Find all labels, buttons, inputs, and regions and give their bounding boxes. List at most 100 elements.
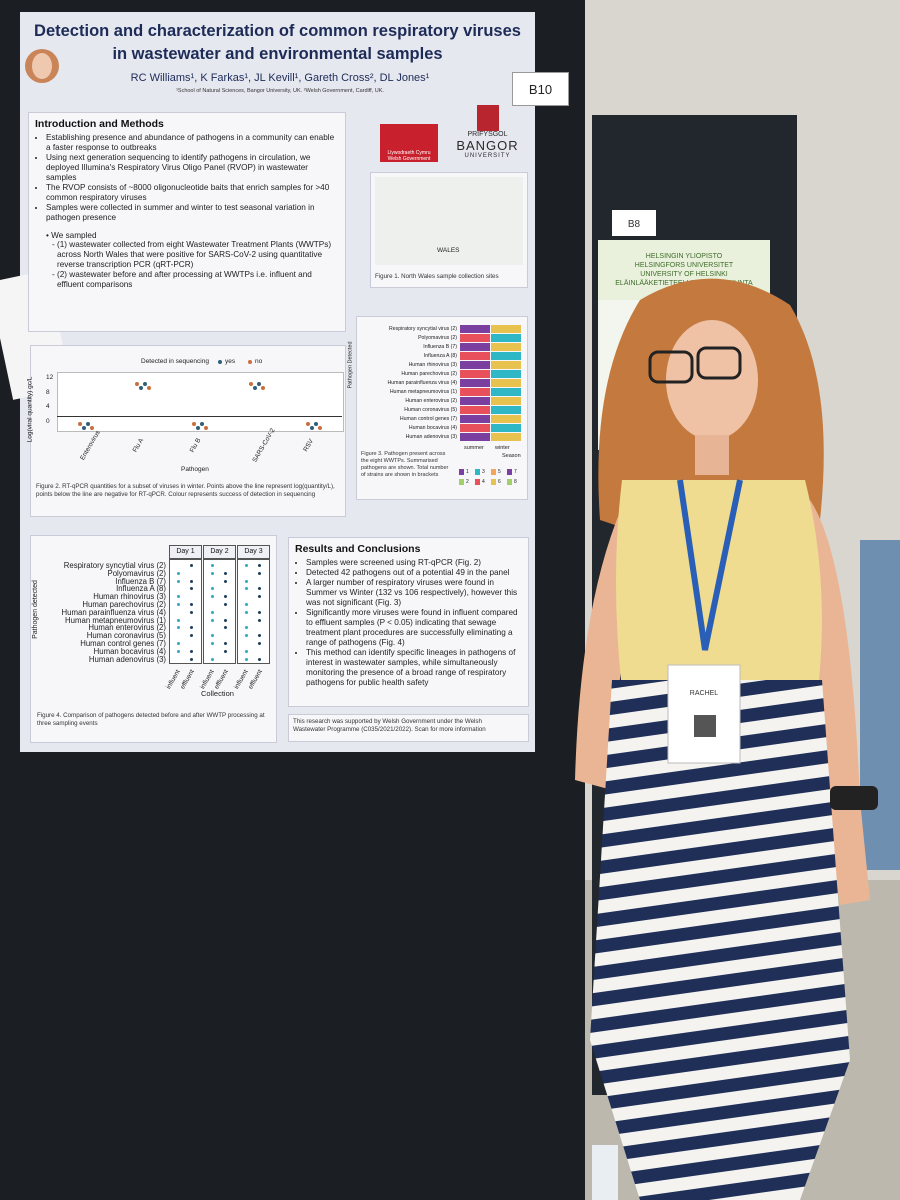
figure1: WALES Figure 1. North Wales sample colle… [370, 172, 528, 288]
fig3-legend-label: 6 [498, 479, 501, 485]
fig2-point [260, 386, 265, 390]
fig4-point [258, 657, 261, 661]
fig2-legend-item: yes [225, 358, 236, 365]
intro-bullet: Samples were collected in summer and win… [46, 203, 339, 223]
fig4-row-label: Influenza B (7) [115, 576, 166, 586]
fig3-cell [460, 370, 490, 378]
fig4-point [224, 603, 227, 606]
fig3-column: winter [495, 445, 510, 451]
fig4-point [258, 571, 261, 575]
fig3-cell [491, 379, 521, 387]
fig4-point [177, 618, 180, 622]
poster-affiliations: ¹School of Natural Sciences, Bangor Univ… [176, 88, 384, 94]
intro-bullet: Using next generation sequencing to iden… [46, 153, 339, 183]
other-poster-line: HELSINGIN YLIOPISTO [646, 253, 723, 260]
other-board-label: B8 [628, 219, 641, 230]
board-label: B10 [512, 72, 569, 106]
fig4-row-label: Human coronavirus (5) [86, 631, 166, 641]
fig2-threshold [57, 416, 342, 417]
fig4-row-label: Respiratory syncytial virus (2) [63, 561, 166, 570]
fig3-legend-label: 8 [514, 479, 517, 485]
fig3-legend-label: 3 [482, 469, 485, 475]
fig3-legend-swatch [491, 469, 496, 475]
fig2-point [191, 422, 196, 426]
fig4-point [177, 595, 180, 599]
fig3-cell [460, 343, 490, 351]
fig4-point [190, 649, 193, 653]
badge-name: RACHEL [690, 690, 719, 697]
intro-bullet: Establishing presence and abundance of p… [46, 133, 339, 153]
badge-qr [694, 715, 716, 737]
fig4-row-label: Human parainfluenza virus (4) [61, 607, 166, 617]
fig4-point [211, 610, 214, 614]
intro-sub-bullet: (1) wastewater collected from eight Wast… [57, 240, 339, 270]
fig4-row-label: Human adenovirus (3) [88, 654, 166, 664]
fig3-legend-swatch [491, 479, 496, 485]
fig4-point [258, 618, 261, 622]
fig4-point [190, 564, 193, 567]
results-bullet: Significantly more viruses were found in… [306, 608, 522, 648]
fig4-point [190, 657, 193, 661]
fig2-point [85, 422, 90, 426]
fig2-legend-dot [248, 360, 252, 364]
bangor-crest [476, 105, 499, 131]
welsh-gov-logo: Llywodraeth Cymru Welsh Government [380, 124, 438, 162]
fig3-cell [460, 352, 490, 360]
fig4-point [224, 579, 227, 583]
fig3-legend-label: 5 [498, 469, 501, 475]
fig4-x-label: Collection [201, 689, 234, 698]
fig3-legend-label: 1 [466, 469, 469, 475]
fig3-legend-swatch [507, 479, 512, 485]
fig3-cell [491, 343, 521, 351]
bottle [592, 1145, 618, 1200]
fig3-y-label: Pathogen Detected [347, 341, 354, 389]
author-face [32, 53, 52, 79]
figure2: Detected in sequencing yes no Log(viral qua… [26, 345, 346, 517]
fig2-legend-dot [218, 360, 222, 364]
fig2-point [317, 426, 322, 430]
fig4-point [224, 571, 227, 575]
fig2-point [305, 422, 310, 426]
fig2-legend-item: no [255, 358, 263, 365]
fig3-cell [491, 370, 521, 378]
fig4-caption: Figure 4. Comparison of pathogens detect… [37, 712, 265, 727]
fig3-row-label: Human metapneumovirus (1) [389, 389, 457, 395]
fig4-point [177, 649, 180, 653]
poster-title: Detection and characterization of common… [34, 22, 521, 63]
fig4-row-label: Human rhinovirus (3) [93, 592, 166, 602]
fig3-cell [491, 433, 521, 441]
fig4-point [211, 587, 214, 591]
results-bullet: Samples were screened using RT-qPCR (Fig… [306, 558, 522, 568]
fig4-point [245, 649, 248, 653]
fig2-point [248, 382, 253, 386]
fig3-cell [460, 325, 490, 333]
fig3-cell [491, 361, 521, 369]
fig3-cell [491, 334, 521, 342]
other-poster-line: HELSINGFORS UNIVERSITET [635, 262, 734, 269]
fig4-point [245, 579, 248, 583]
fig2-legend-title: Detected in sequencing [141, 358, 209, 365]
fig3-cell [491, 424, 521, 432]
fig4-day-panel [237, 559, 270, 664]
fig4-day-header: Day 1 [169, 545, 202, 559]
fig4-point [211, 618, 214, 622]
fig3-cell [460, 397, 490, 405]
fig4-day-header: Day 3 [237, 545, 270, 559]
figure4: Pathogen detected Respiratory syncytial v… [30, 535, 277, 743]
logo-prefix: PRIFYSGOL [467, 131, 508, 138]
neck [695, 435, 729, 475]
fig4-point [245, 603, 248, 606]
fig4-point [177, 642, 180, 645]
other-poster-line: UNIVERSITY OF HELSINKI [640, 271, 727, 278]
fig3-legend-swatch [475, 479, 480, 485]
fig3-legend-label: 7 [514, 469, 517, 475]
fig3-cell [460, 424, 490, 432]
badge [667, 664, 741, 764]
fig3-x-label: Season [502, 453, 521, 459]
fig3-cell [491, 325, 521, 333]
fig3-cell [491, 406, 521, 414]
intro-panel: Introduction and Methods Establishing pr… [28, 112, 346, 332]
fig2-point [81, 426, 86, 430]
fig3-legend-swatch [459, 469, 464, 475]
